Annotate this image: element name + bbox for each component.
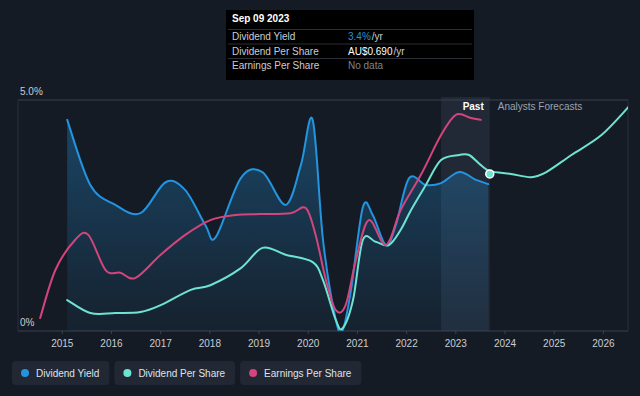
axis-line [18,100,19,331]
x-tick-label: 2019 [248,338,271,349]
x-tick [455,331,456,334]
legend-box [240,361,361,385]
tooltip-box [226,10,474,80]
legend-item: Dividend Per Share [114,361,235,385]
legend-swatch [249,369,257,377]
tooltip: Sep 09 2023Dividend Yield3.4%/yrDividend… [226,10,474,80]
y-tick-label: 5.0% [20,86,43,97]
x-tick [209,331,210,334]
x-tick-label: 2025 [543,338,566,349]
highlight-point [486,170,494,178]
x-tick-label: 2021 [346,338,369,349]
tooltip-value: No data [348,60,383,71]
y-tick-label: 0% [20,317,35,328]
annotation: Past [463,101,485,112]
x-tick [62,331,63,334]
chart: 0% 5.0% 2015 2016 2017 2018 2019 2020 2021 2022 20… [0,0,640,396]
legend-label: Earnings Per Share [264,368,352,379]
annotation: Analysts Forecasts [498,101,582,112]
tooltip-divider [228,29,472,30]
x-tick-label: 2016 [100,338,123,349]
legend-box [12,361,109,385]
x-tick [259,331,260,334]
legend-swatch [21,369,29,377]
page: {"chart_data": { "type": "line", "xlim":… [0,0,640,396]
tooltip-label: Dividend Yield [232,31,295,42]
x-tick-label: 2017 [150,338,173,349]
legend-swatch [123,369,131,377]
legend-label: Dividend Yield [36,368,99,379]
axis-line [628,100,629,331]
x-tick-label: 2024 [494,338,517,349]
x-tick [505,331,506,334]
plot-marks [40,106,628,331]
tooltip-label: Dividend Per Share [232,46,319,57]
tooltip-label: Earnings Per Share [232,60,320,71]
series-line [40,114,481,318]
x-tick-label: 2023 [445,338,468,349]
x-tick-label: 2015 [51,338,74,349]
series-line [67,118,488,331]
legend-label: Dividend Per Share [138,368,225,379]
legend-item: Dividend Yield [12,361,109,385]
tooltip-value: AU$0.690 [348,46,393,57]
tooltip-unit: /yr [393,46,405,57]
tooltip-date: Sep 09 2023 [232,13,290,24]
tooltip-unit: /yr [372,31,384,42]
x-tick [111,331,112,334]
x-tick [160,331,161,334]
legend-box [114,361,235,385]
x-tick-label: 2018 [199,338,222,349]
series-area [67,118,488,331]
x-tick [406,331,407,334]
tooltip-divider [228,44,472,45]
x-tick [603,331,604,334]
x-tick [357,331,358,334]
legend-item: Earnings Per Share [240,361,361,385]
x-tick-label: 2022 [396,338,419,349]
x-tick-label: 2026 [592,338,615,349]
x-tick [554,331,555,334]
x-tick [308,331,309,334]
background [0,0,640,396]
x-tick-label: 2020 [297,338,320,349]
tooltip-value: 3.4% [348,31,371,42]
tooltip-divider [228,58,472,59]
